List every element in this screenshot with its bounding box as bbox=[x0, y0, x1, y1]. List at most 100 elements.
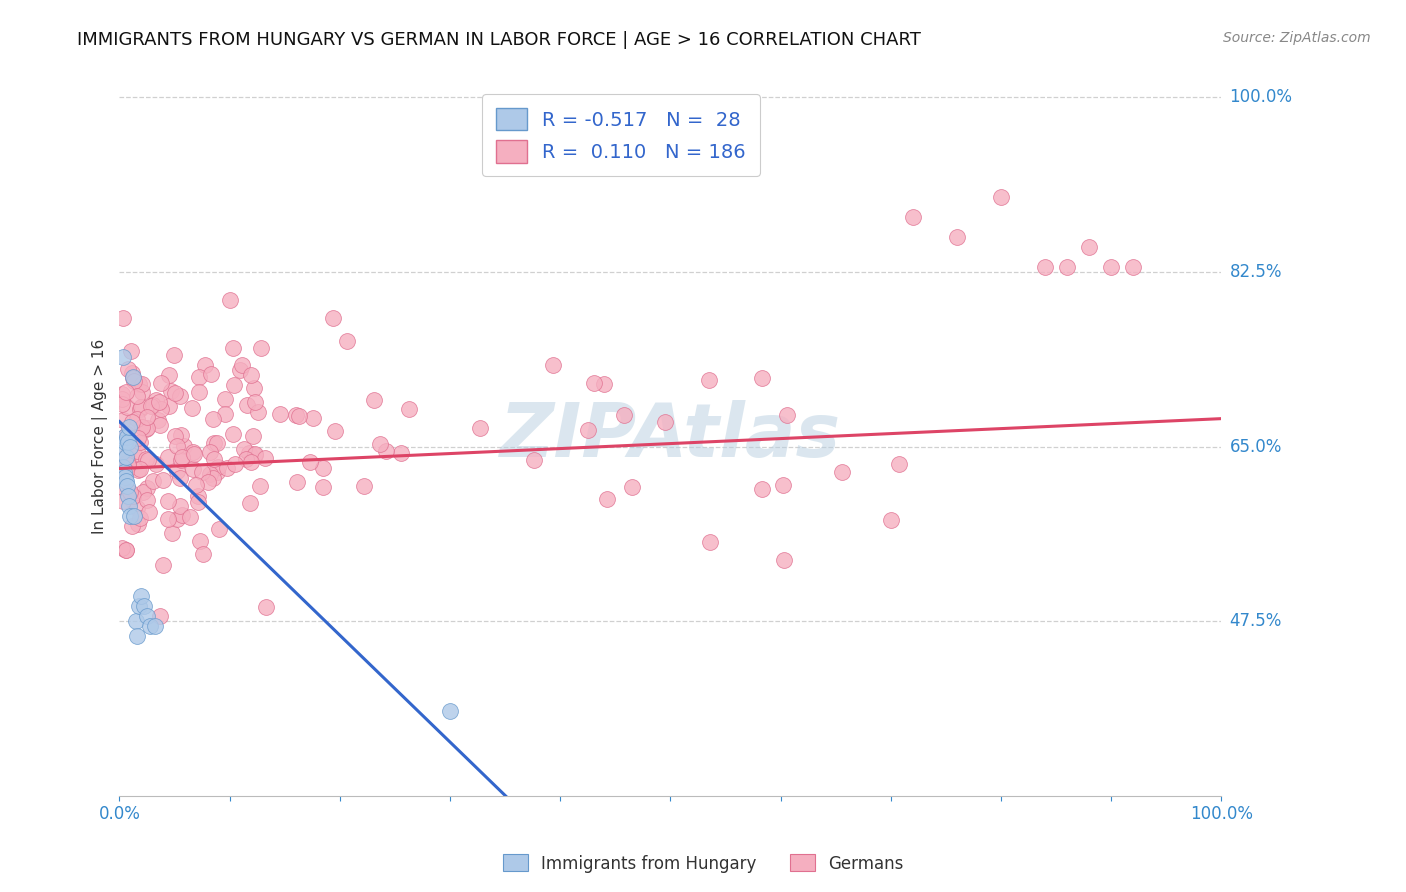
Point bbox=[115, 429, 138, 443]
Point bbox=[207, 459, 229, 474]
Point bbox=[135, 452, 157, 467]
Point bbox=[247, 405, 270, 419]
Point bbox=[208, 522, 231, 536]
Point bbox=[111, 311, 134, 326]
Point bbox=[131, 589, 153, 603]
Point bbox=[285, 475, 308, 489]
Point bbox=[115, 479, 138, 493]
Legend: R = -0.517   N =  28, R =  0.110   N = 186: R = -0.517 N = 28, R = 0.110 N = 186 bbox=[482, 95, 759, 177]
Point bbox=[135, 422, 157, 436]
Point bbox=[127, 517, 149, 532]
Point bbox=[117, 490, 139, 504]
Point bbox=[285, 408, 308, 422]
Point bbox=[121, 518, 143, 533]
Point bbox=[181, 445, 204, 459]
Point bbox=[370, 437, 392, 451]
Point bbox=[132, 484, 155, 499]
Point bbox=[120, 492, 142, 507]
Point bbox=[990, 190, 1012, 204]
Point bbox=[699, 534, 721, 549]
Point bbox=[298, 455, 321, 469]
Point bbox=[120, 484, 142, 499]
Point bbox=[136, 609, 159, 624]
Point bbox=[222, 341, 245, 355]
Point bbox=[114, 456, 136, 470]
Point bbox=[235, 398, 257, 412]
Point bbox=[170, 508, 193, 522]
Point bbox=[163, 348, 186, 362]
Point bbox=[136, 493, 159, 508]
Point bbox=[160, 384, 183, 398]
Point bbox=[222, 426, 245, 441]
Point bbox=[187, 489, 209, 503]
Point bbox=[468, 421, 491, 435]
Point bbox=[772, 478, 794, 492]
Point bbox=[120, 509, 142, 524]
Point bbox=[121, 369, 143, 384]
Point bbox=[114, 434, 136, 449]
Point bbox=[157, 399, 180, 413]
Point bbox=[776, 408, 799, 422]
Point bbox=[269, 408, 291, 422]
Text: 100.0%: 100.0% bbox=[1230, 88, 1292, 106]
Point bbox=[243, 382, 266, 396]
Point bbox=[129, 400, 152, 414]
Point bbox=[312, 480, 335, 494]
Point bbox=[121, 415, 143, 429]
Point bbox=[582, 376, 605, 390]
Point bbox=[322, 311, 344, 326]
Point bbox=[170, 450, 193, 464]
Point bbox=[186, 495, 208, 509]
Point bbox=[166, 512, 188, 526]
Point bbox=[173, 439, 195, 453]
Point bbox=[287, 409, 309, 423]
Point bbox=[165, 385, 187, 400]
Point bbox=[576, 423, 599, 437]
Point bbox=[112, 429, 135, 443]
Point bbox=[336, 334, 359, 349]
Point bbox=[114, 469, 136, 483]
Point bbox=[181, 401, 204, 416]
Point bbox=[118, 419, 141, 434]
Point bbox=[214, 407, 236, 421]
Point bbox=[239, 496, 262, 510]
Point bbox=[111, 397, 134, 411]
Point bbox=[887, 457, 910, 471]
Point bbox=[128, 377, 150, 392]
Point bbox=[131, 376, 153, 391]
Point bbox=[145, 392, 167, 407]
Point bbox=[170, 427, 193, 442]
Point bbox=[240, 455, 263, 469]
Point bbox=[202, 412, 225, 426]
Point bbox=[232, 442, 254, 457]
Point bbox=[149, 609, 172, 624]
Point bbox=[114, 542, 136, 557]
Point bbox=[222, 378, 245, 392]
Point bbox=[224, 457, 246, 471]
Point bbox=[128, 511, 150, 525]
Point bbox=[157, 368, 180, 382]
Text: 47.5%: 47.5% bbox=[1230, 612, 1282, 630]
Point bbox=[218, 293, 240, 307]
Point bbox=[197, 475, 219, 489]
Point bbox=[187, 384, 209, 399]
Point bbox=[157, 493, 180, 508]
Point bbox=[149, 417, 172, 432]
Point bbox=[202, 470, 225, 484]
Point bbox=[156, 450, 179, 465]
Point bbox=[179, 510, 201, 524]
Point bbox=[621, 480, 644, 494]
Point bbox=[946, 230, 969, 244]
Point bbox=[128, 434, 150, 449]
Point bbox=[773, 553, 796, 567]
Point bbox=[169, 471, 191, 485]
Point bbox=[181, 462, 204, 476]
Text: ZIPAtlas: ZIPAtlas bbox=[499, 401, 841, 473]
Point bbox=[256, 600, 278, 615]
Point bbox=[312, 460, 335, 475]
Point bbox=[128, 599, 150, 614]
Point bbox=[169, 499, 191, 513]
Point bbox=[363, 392, 385, 407]
Point bbox=[122, 509, 145, 524]
Point bbox=[202, 436, 225, 450]
